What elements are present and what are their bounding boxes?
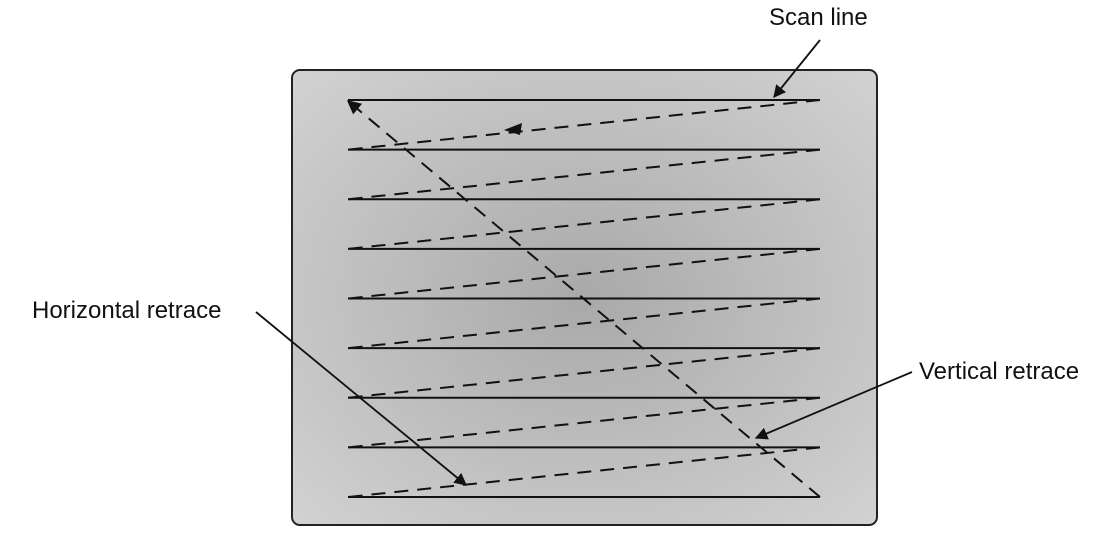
horizontal-retrace-line bbox=[347, 198, 821, 250]
vertical-retrace-label: Vertical retrace bbox=[919, 358, 1079, 385]
horizontal-retrace-line bbox=[347, 148, 821, 201]
horizontal-retrace-lines-group bbox=[347, 99, 821, 498]
horizontal-retrace-line bbox=[347, 247, 821, 300]
horizontal-retrace-line bbox=[347, 446, 821, 498]
vertical-retrace-pointer bbox=[754, 371, 913, 440]
vertical-retrace-line bbox=[346, 100, 821, 498]
horizontal-retrace-line bbox=[347, 99, 821, 151]
horizontal-retrace-line bbox=[347, 297, 821, 350]
scan-line-label: Scan line bbox=[769, 4, 868, 31]
scan-lines-group bbox=[348, 99, 820, 498]
horizontal-retrace-label: Horizontal retrace bbox=[32, 297, 221, 324]
scan-line-pointer bbox=[773, 39, 821, 98]
horizontal-retrace-line bbox=[347, 347, 821, 399]
horizontal-retrace-pointer bbox=[255, 311, 467, 486]
horizontal-retrace-line bbox=[347, 396, 821, 449]
retrace-arrowhead bbox=[504, 123, 522, 135]
